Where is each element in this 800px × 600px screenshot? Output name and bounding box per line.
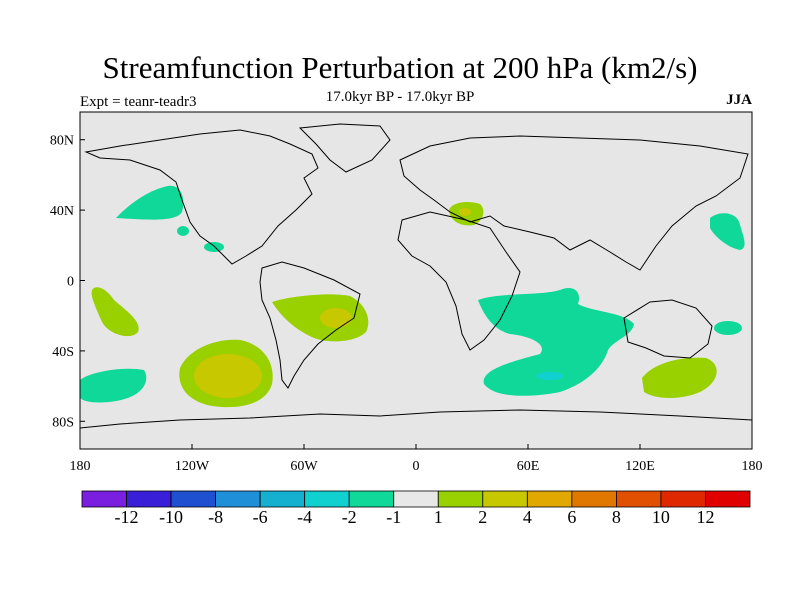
lon-tick-label: 60W bbox=[290, 459, 318, 474]
coastlines bbox=[79, 123, 753, 429]
lon-tick-label: 120E bbox=[625, 459, 655, 474]
colorbar-label: -10 bbox=[159, 507, 184, 527]
lon-tick-label: 120W bbox=[175, 459, 210, 474]
period-label: 17.0kyr BP - 17.0kyr BP bbox=[325, 89, 475, 105]
lon-tick-label: 180 bbox=[742, 459, 763, 474]
colorbar-swatch bbox=[616, 490, 662, 508]
colorbar-swatch bbox=[571, 490, 617, 508]
lat-tick-label: 80S bbox=[52, 415, 74, 430]
anomaly-indian-ocean bbox=[478, 287, 634, 396]
season-label: JJA bbox=[726, 92, 752, 108]
coastline-europe-asia bbox=[399, 135, 749, 271]
map-background bbox=[80, 112, 752, 449]
plot-area bbox=[79, 111, 753, 450]
colorbar-label: 2 bbox=[478, 507, 488, 527]
lon-tick-label: 0 bbox=[413, 459, 420, 474]
colorbar-label: -8 bbox=[208, 507, 224, 527]
anomaly-pacific-small-1 bbox=[177, 226, 189, 236]
lat-tick-label: 40N bbox=[50, 204, 74, 219]
anomaly-southeast-pacific-core bbox=[194, 354, 262, 398]
colorbar-swatch bbox=[526, 490, 573, 508]
anomaly-fields bbox=[80, 185, 745, 408]
experiment-label: Expt = teanr-teadr3 bbox=[80, 94, 197, 110]
coastline-north-america bbox=[84, 129, 319, 265]
colorbar-label: 10 bbox=[651, 507, 670, 527]
coastline-australia bbox=[623, 299, 713, 359]
colorbar-label: 1 bbox=[433, 507, 443, 527]
colorbar-swatch bbox=[304, 490, 350, 508]
lat-tick-label: 40S bbox=[52, 345, 74, 360]
latitude-axis: 80N 40N 0 40S 80S bbox=[50, 134, 85, 430]
anomaly-south-america-core bbox=[320, 308, 352, 328]
map-title: Streamfunction Perturbation at 200 hPa (… bbox=[102, 50, 698, 85]
colorbar-swatch bbox=[259, 490, 306, 508]
colorbar-swatch bbox=[81, 490, 127, 508]
colorbar-swatch bbox=[348, 490, 395, 508]
longitude-axis: 180 120W 60W 0 60E 120E 180 bbox=[70, 444, 763, 474]
anomaly-south-pacific-far-west bbox=[80, 368, 147, 403]
colorbar bbox=[81, 490, 751, 508]
anomaly-east-australia bbox=[714, 321, 742, 335]
anomaly-south-of-australia bbox=[642, 357, 717, 398]
colorbar-label: 12 bbox=[696, 507, 715, 527]
colorbar-label: -4 bbox=[297, 507, 313, 527]
anomaly-mediterranean-core bbox=[459, 208, 471, 216]
anomaly-west-pacific bbox=[710, 213, 745, 250]
anomaly-north-pacific bbox=[116, 185, 184, 220]
colorbar-label: -12 bbox=[114, 507, 139, 527]
lon-tick-label: 60E bbox=[517, 459, 540, 474]
anomaly-indian-ocean-core bbox=[536, 372, 564, 380]
colorbar-swatch bbox=[437, 490, 484, 508]
lon-tick-label: 180 bbox=[70, 459, 91, 474]
colorbar-label: 6 bbox=[567, 507, 577, 527]
colorbar-label: -6 bbox=[252, 507, 268, 527]
lat-tick-label: 80N bbox=[50, 134, 74, 149]
colorbar-swatch bbox=[126, 490, 172, 508]
colorbar-swatch bbox=[215, 490, 261, 508]
colorbar-swatch bbox=[170, 490, 216, 508]
colorbar-swatch bbox=[660, 490, 706, 508]
anomaly-south-pacific-west bbox=[91, 287, 139, 337]
colorbar-swatch bbox=[705, 490, 751, 508]
colorbar-label: -2 bbox=[341, 507, 357, 527]
colorbar-label: 8 bbox=[611, 507, 621, 527]
colorbar-swatch bbox=[482, 490, 528, 508]
colorbar-swatch bbox=[393, 490, 439, 508]
anomaly-central-america bbox=[204, 242, 224, 252]
lat-tick-label: 0 bbox=[67, 275, 74, 290]
coastline-africa bbox=[397, 211, 521, 351]
colorbar-label: -1 bbox=[386, 507, 402, 527]
colorbar-label: 4 bbox=[522, 507, 532, 527]
coastline-greenland bbox=[298, 123, 391, 173]
coastline-south-america bbox=[259, 261, 361, 389]
coastline-antarctica bbox=[79, 409, 753, 429]
